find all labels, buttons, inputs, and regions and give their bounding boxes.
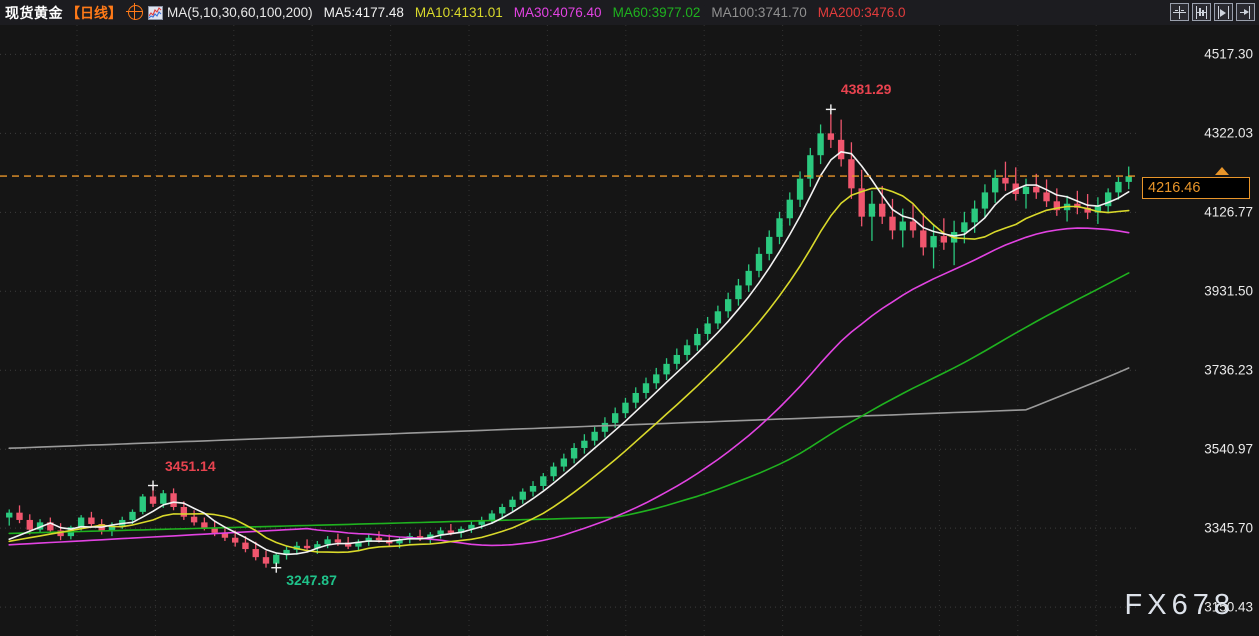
ma100-value: MA100:3741.70 xyxy=(711,5,807,20)
extreme-marker xyxy=(271,562,282,573)
candle-series xyxy=(6,109,1132,569)
crosshair-icon[interactable] xyxy=(126,3,143,20)
fit-all-icon[interactable] xyxy=(1170,3,1189,21)
price-axis[interactable]: 4517.30 4322.03 4126.77 3931.50 3736.23 3540.… xyxy=(1140,25,1259,636)
grid-lines xyxy=(0,25,1140,636)
axis-tick-label: 3931.50 xyxy=(1204,283,1253,299)
low-label-left: 3247.87 xyxy=(286,571,337,588)
high-label-left: 3451.14 xyxy=(165,457,216,474)
high-label-peak: 4381.29 xyxy=(840,81,892,98)
last-price-arrow xyxy=(1215,167,1229,176)
axis-tick-label: 3345.70 xyxy=(1204,520,1253,536)
period-label: 【日线】 xyxy=(66,4,122,21)
ma5-value: MA5:4177.48 xyxy=(323,5,404,20)
ma10-value: MA10:4131.01 xyxy=(414,5,503,20)
axis-tick-label: 3540.97 xyxy=(1204,441,1253,457)
ma200-value: MA200:3476.0 xyxy=(817,5,906,20)
extreme-marker xyxy=(825,104,836,115)
ma100-line xyxy=(8,367,1130,450)
ma60-line xyxy=(8,272,1130,535)
axis-tick-label: 3736.23 xyxy=(1204,362,1253,378)
axis-tick-label: 4126.77 xyxy=(1204,204,1253,220)
axis-tick-label: 3150.43 xyxy=(1204,599,1253,615)
last-price-tag[interactable]: 4216.46 xyxy=(1142,177,1250,200)
ma5-line xyxy=(8,151,1130,556)
mini-chart-icon[interactable] xyxy=(148,5,163,20)
jump-to-end-icon[interactable] xyxy=(1236,3,1255,21)
axis-tick-label: 4517.30 xyxy=(1204,46,1253,62)
ma10-line xyxy=(8,187,1130,554)
ma-config-label: MA(5,10,30,60,100,200) xyxy=(167,5,313,20)
fit-bars-icon[interactable] xyxy=(1192,3,1211,21)
ma60-value: MA60:3977.02 xyxy=(612,5,701,20)
mini-chart-glyph xyxy=(149,6,162,18)
axis-tick-label: 4322.03 xyxy=(1204,125,1253,141)
watermark: FX678 xyxy=(1124,589,1235,621)
ma30-line xyxy=(8,227,1130,547)
extreme-marker xyxy=(148,480,159,491)
chart-header: 现货黄金 【日线】 MA(5,10,30,60,100,200) MA5:417… xyxy=(0,0,1259,25)
step-forward-icon[interactable] xyxy=(1214,3,1233,21)
price-plot xyxy=(0,25,1140,636)
plot-area[interactable] xyxy=(0,25,1140,636)
ma30-value: MA30:4076.40 xyxy=(513,5,602,20)
symbol-name: 现货黄金 xyxy=(5,4,63,21)
chart-toolbar xyxy=(1170,3,1255,21)
